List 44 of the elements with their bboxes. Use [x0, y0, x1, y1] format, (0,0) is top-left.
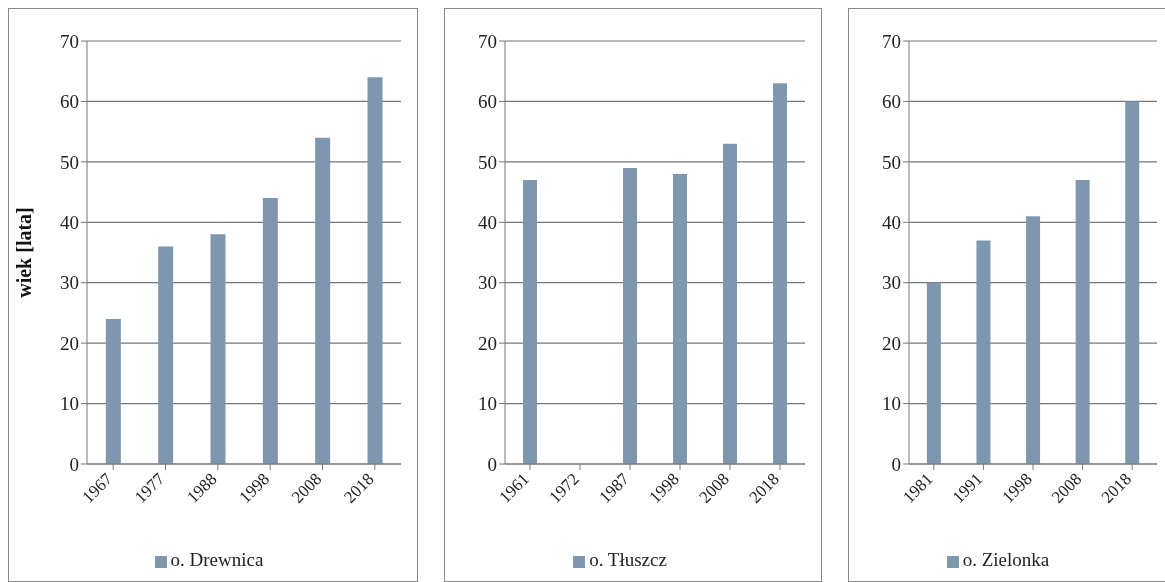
- legend-label: o. Tłuszcz: [589, 549, 667, 570]
- bar: [773, 83, 787, 464]
- y-tick-label: 30: [882, 272, 901, 294]
- y-tick-label: 40: [882, 212, 901, 234]
- y-axis-title: wiek [lata]: [13, 207, 36, 298]
- bar: [623, 167, 637, 464]
- bar: [367, 77, 383, 464]
- y-tick-label: 40: [478, 212, 497, 234]
- y-tick-label: 60: [60, 91, 79, 113]
- y-tick-label: 0: [891, 453, 901, 475]
- bar: [158, 246, 174, 464]
- bar: [210, 234, 226, 464]
- y-tick-label: 40: [60, 212, 79, 234]
- bar: [1026, 216, 1041, 464]
- bar: [673, 173, 687, 464]
- bar: [976, 240, 991, 464]
- y-tick-label: 30: [60, 272, 79, 294]
- y-tick-label: 60: [882, 91, 901, 113]
- y-tick-label: 10: [882, 393, 901, 415]
- y-tick-label: 20: [60, 332, 79, 354]
- y-tick-label: 70: [478, 30, 497, 52]
- y-tick-label: 50: [60, 151, 79, 173]
- y-tick-label: 60: [478, 91, 497, 113]
- bar: [1075, 179, 1090, 464]
- bar: [926, 282, 941, 464]
- y-tick-label: 20: [478, 332, 497, 354]
- bar: [105, 318, 121, 464]
- bar: [723, 143, 737, 464]
- bar: [523, 179, 537, 464]
- legend-label: o. Zielonka: [962, 549, 1050, 570]
- y-tick-label: 10: [60, 393, 79, 415]
- bar: [315, 137, 331, 464]
- y-tick-label: 10: [478, 393, 497, 415]
- y-tick-label: 0: [69, 453, 79, 475]
- y-tick-label: 30: [478, 272, 497, 294]
- bar: [1125, 101, 1140, 464]
- y-tick-label: 70: [882, 30, 901, 52]
- y-tick-label: 20: [882, 332, 901, 354]
- y-tick-label: 50: [882, 151, 901, 173]
- y-tick-label: 0: [487, 453, 497, 475]
- y-tick-label: 50: [478, 151, 497, 173]
- legend-label: o. Drewnica: [170, 549, 264, 570]
- bar: [262, 198, 278, 464]
- y-tick-label: 70: [60, 30, 79, 52]
